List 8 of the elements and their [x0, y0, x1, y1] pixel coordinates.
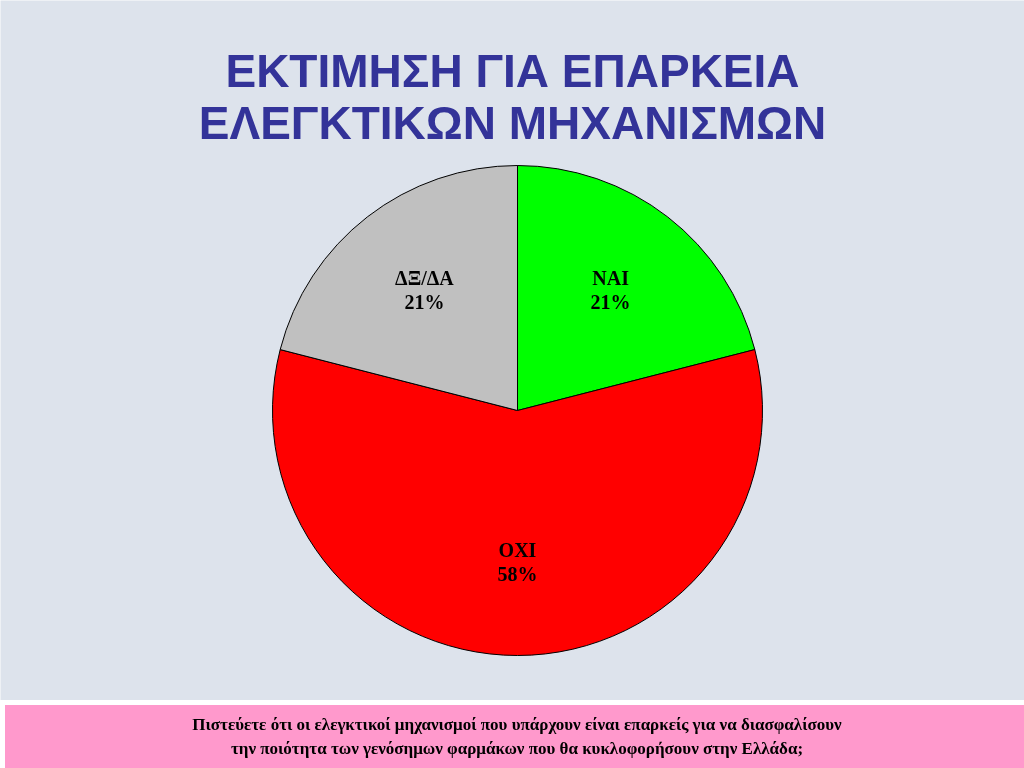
data-label: 21% [404, 291, 445, 314]
slice-label: ΝΑΙ [592, 267, 630, 290]
chart-title: ΕΚΤΙΜΗΣΗ ΓΙΑ ΕΠΑΡΚΕΙΑ ΕΛΕΓΚΤΙΚΩΝ ΜΗΧΑΝΙΣΜΩΝ [198, 44, 827, 149]
data-label: 58% [497, 563, 538, 586]
data-label: 21% [590, 291, 631, 314]
slice-label: ΔΞ/ΔΑ [395, 267, 455, 290]
text: Πιστεύετε ότι οι ελεγκτικοί μηχανισμοί που υπάρχουν είναι επαρκείς για να διασφαλίσουν την ποιότητα των γενόσημων φαρμάκων που θα κυκλοφορήσουν στην Ελλάδα; [192, 714, 842, 760]
slice-label: ΟΧΙ [498, 539, 537, 562]
